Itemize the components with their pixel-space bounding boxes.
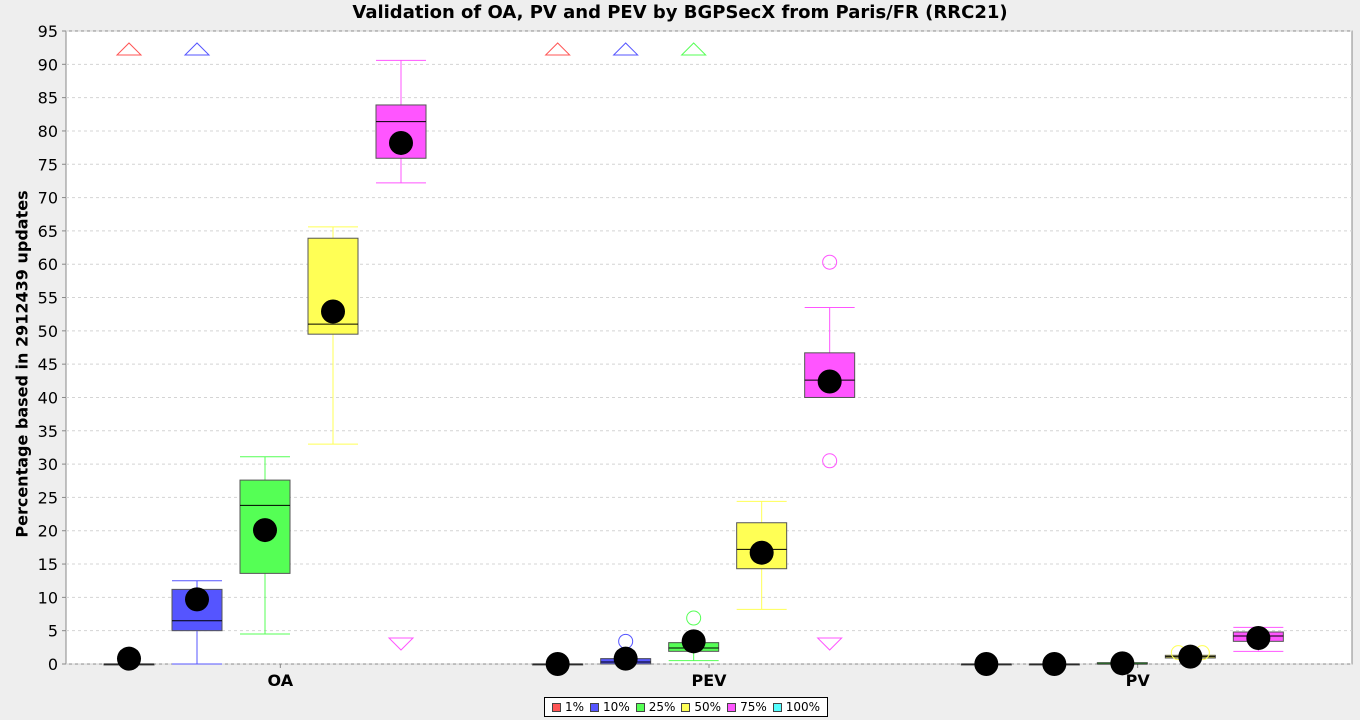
far-out-high-marker [680,42,707,56]
mean-marker [117,646,141,671]
y-tick-label: 5 [48,622,58,641]
outlier-marker [822,254,838,270]
y-tick-label: 95 [38,22,58,41]
mean-marker [974,652,999,676]
box-50%-OA [307,226,359,445]
legend-label: 75% [740,700,767,714]
legend-swatch [635,702,645,712]
mean-marker [681,629,706,654]
legend-swatch [772,702,782,712]
far-out-high-marker [612,42,639,56]
box-75%-PEV [804,254,856,651]
legend-swatch [727,702,737,712]
far-out-low-marker [816,637,843,651]
y-tick-label: 85 [38,89,58,108]
mean-marker [1042,652,1067,676]
box-25%-OA [239,456,291,635]
legend-item: 10% [590,700,630,714]
y-axis: 0 5 10 15 20 25 30 35 40 45 50 55 60 65 70 75 80 85 90 95 [38,22,66,674]
mean-marker [1178,644,1203,669]
y-tick-label: 65 [38,222,58,241]
legend-label: 10% [603,700,630,714]
box-75%-PV [1232,626,1284,652]
far-out-high-marker [115,42,143,56]
y-tick-label: 80 [38,122,58,141]
legend-label: 50% [694,700,722,714]
box-1%-PEV [532,42,584,676]
legend-label: 25% [648,700,676,714]
mean-marker [185,587,209,612]
x-tick-label: OA [268,671,294,690]
mean-marker [749,540,774,565]
legend: 1% 10% 25% 50% 75% 100% [544,697,829,717]
y-tick-label: 25 [38,488,58,507]
mean-marker [253,518,277,543]
legend-item: 25% [635,700,676,714]
y-tick-label: 45 [38,355,58,374]
far-out-high-marker [183,42,211,56]
far-out-high-marker [544,42,571,56]
legend-label: 100% [785,700,821,714]
legend-swatch [552,702,561,712]
y-tick-label: 70 [38,189,58,208]
x-tick-label: PV [1126,671,1151,690]
box-10%-PV [1028,652,1080,676]
y-tick-label: 55 [38,289,58,308]
legend-item: 75% [727,700,767,714]
y-tick-label: 50 [38,322,58,341]
y-tick-label: 60 [38,255,58,274]
y-tick-label: 20 [38,522,58,541]
y-tick-label: 10 [38,588,58,607]
box-1%-OA [103,42,155,671]
legend-swatch [590,702,600,712]
mean-marker [613,646,638,671]
box-50%-PV [1164,644,1216,669]
legend-label: 1% [565,700,585,714]
box-25%-PV [1096,651,1148,676]
box-1%-PV [960,652,1012,676]
x-axis: OA PEV PV [268,664,1151,690]
box-10%-OA [171,42,223,665]
outlier-marker [822,453,838,469]
mean-marker [545,652,570,676]
y-tick-label: 0 [48,655,58,674]
mean-marker [1110,651,1135,676]
x-tick-label: PEV [691,671,727,690]
box-75%-OA [375,59,427,651]
y-tick-label: 35 [38,422,58,441]
box-10%-PEV [600,42,652,671]
y-tick-label: 15 [38,555,58,574]
mean-marker [1246,626,1271,651]
outlier-marker [686,610,702,626]
legend-item: 100% [772,700,821,714]
mean-marker [817,369,842,394]
far-out-low-marker [387,637,415,651]
mean-marker [389,130,413,155]
mean-marker [321,299,345,324]
box-marks [103,42,1284,676]
chart-title: Validation of OA, PV and PEV by BGPSecX … [352,2,1008,23]
box-25%-PEV [668,42,720,662]
y-tick-label: 75 [38,155,58,174]
y-tick-label: 30 [38,455,58,474]
box-50%-PEV [736,500,788,610]
y-tick-label: 40 [38,388,58,407]
y-tick-label: 90 [38,55,58,74]
legend-item: 1% [552,700,584,714]
legend-item: 50% [681,700,721,714]
legend-swatch [681,702,691,712]
